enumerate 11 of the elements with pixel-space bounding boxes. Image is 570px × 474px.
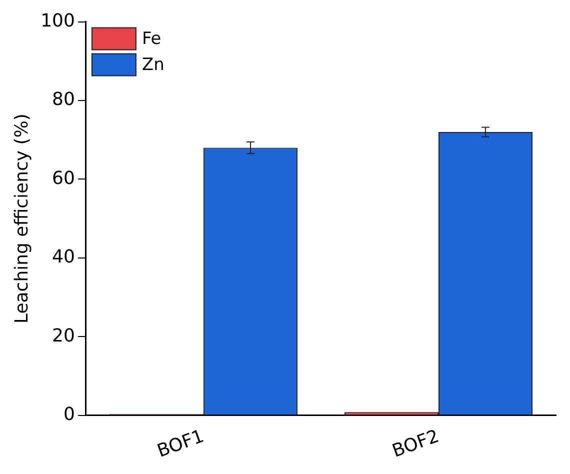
y-tick-label: 0 (64, 404, 75, 425)
y-tick-label: 20 (52, 325, 75, 346)
legend-label: Fe (142, 29, 162, 50)
y-axis-title: Leaching efficiency (%) (11, 114, 32, 324)
y-tick-label: 100 (40, 10, 75, 32)
y-tick-label: 80 (52, 89, 75, 110)
legend-label: Zn (142, 55, 164, 76)
x-tick-label: BOF2 (390, 426, 442, 462)
y-tick-label: 40 (52, 246, 75, 268)
y-tick-label: 60 (52, 168, 75, 189)
x-tick-label: BOF1 (154, 426, 207, 462)
